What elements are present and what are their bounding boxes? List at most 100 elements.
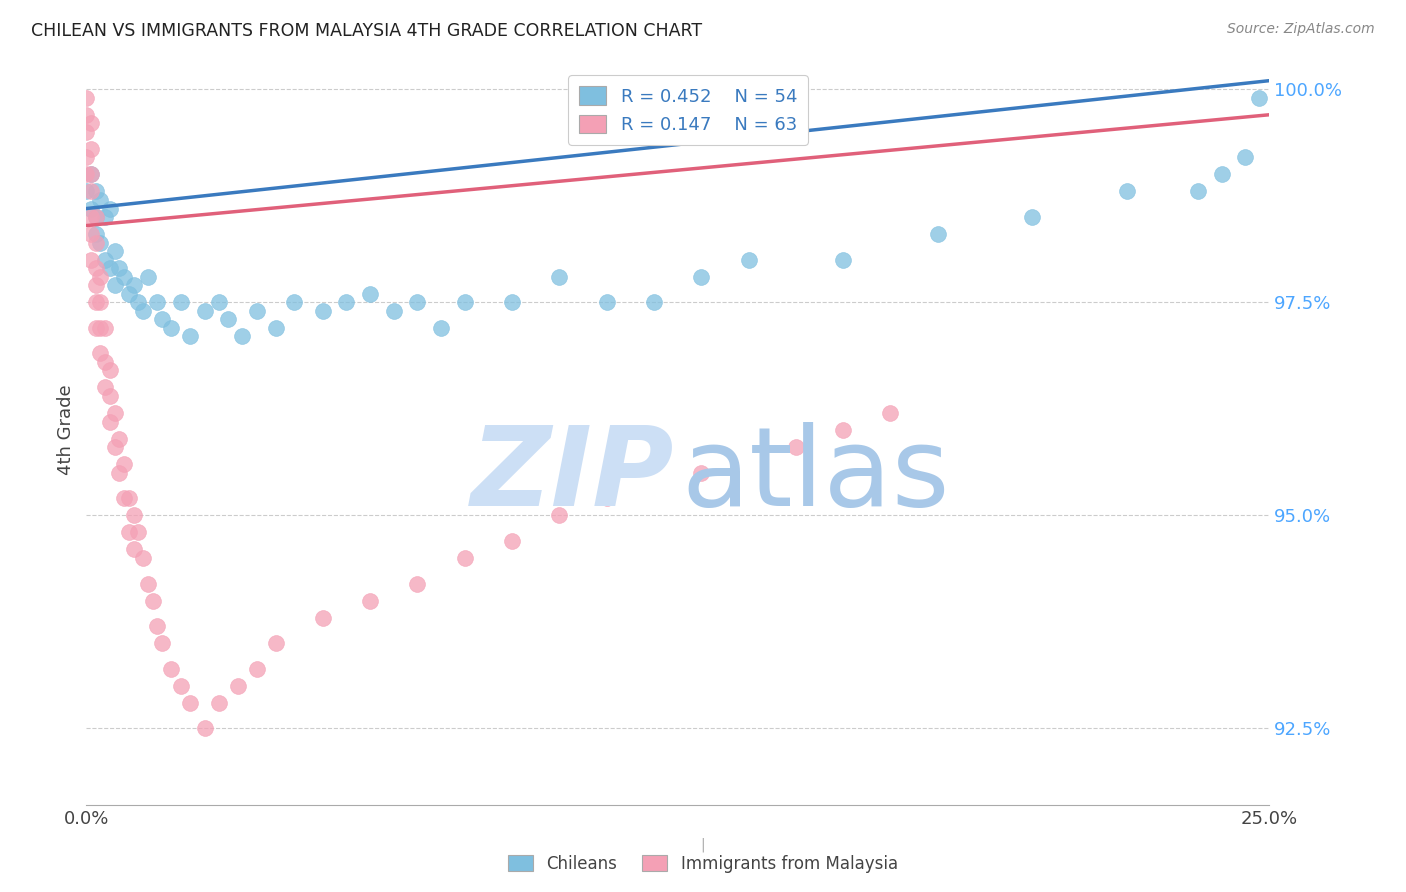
Point <box>454 550 477 565</box>
Point <box>80 252 103 267</box>
Point <box>98 202 121 216</box>
Point <box>382 303 405 318</box>
Point <box>1187 185 1209 199</box>
Point <box>80 185 103 199</box>
Point <box>89 295 111 310</box>
Point <box>118 286 141 301</box>
Point <box>283 295 305 310</box>
Point <box>264 321 287 335</box>
Text: ZIP: ZIP <box>471 422 673 529</box>
Point <box>146 295 169 310</box>
Y-axis label: 4th Grade: 4th Grade <box>58 384 75 475</box>
Point <box>84 261 107 276</box>
Point <box>132 550 155 565</box>
Point <box>98 363 121 377</box>
Point <box>84 210 107 224</box>
Point <box>122 542 145 557</box>
Point <box>406 576 429 591</box>
Point <box>737 252 759 267</box>
Point <box>1021 210 1043 224</box>
Point <box>146 619 169 633</box>
Point <box>127 295 149 310</box>
Point <box>170 679 193 693</box>
Point <box>643 295 665 310</box>
Point <box>430 321 453 335</box>
Point <box>312 610 335 624</box>
Point <box>104 406 127 420</box>
Point <box>84 210 107 224</box>
Point <box>927 227 949 241</box>
Point <box>160 321 183 335</box>
Point <box>832 252 855 267</box>
Legend: Chileans, Immigrants from Malaysia: Chileans, Immigrants from Malaysia <box>502 848 904 880</box>
Point <box>245 303 267 318</box>
Point <box>80 116 103 130</box>
Point <box>75 125 97 139</box>
Text: |: | <box>700 838 706 852</box>
Legend: R = 0.452    N = 54, R = 0.147    N = 63: R = 0.452 N = 54, R = 0.147 N = 63 <box>568 76 808 145</box>
Point <box>104 278 127 293</box>
Point <box>264 636 287 650</box>
Point <box>127 525 149 540</box>
Point <box>1234 150 1257 164</box>
Point <box>75 108 97 122</box>
Point <box>89 346 111 360</box>
Point <box>217 312 239 326</box>
Point <box>122 278 145 293</box>
Point <box>595 491 617 506</box>
Point <box>1116 185 1139 199</box>
Point <box>84 295 107 310</box>
Point <box>150 312 173 326</box>
Point <box>179 696 201 710</box>
Point <box>122 508 145 523</box>
Point <box>335 295 357 310</box>
Point <box>75 168 97 182</box>
Point <box>84 185 107 199</box>
Point <box>89 269 111 284</box>
Point <box>98 415 121 429</box>
Point <box>94 355 117 369</box>
Point <box>879 406 901 420</box>
Point <box>208 295 231 310</box>
Point <box>690 466 713 480</box>
Point <box>193 722 215 736</box>
Point <box>160 662 183 676</box>
Point <box>89 321 111 335</box>
Text: CHILEAN VS IMMIGRANTS FROM MALAYSIA 4TH GRADE CORRELATION CHART: CHILEAN VS IMMIGRANTS FROM MALAYSIA 4TH … <box>31 22 702 40</box>
Point <box>150 636 173 650</box>
Point <box>118 525 141 540</box>
Point <box>141 593 163 607</box>
Point <box>75 150 97 164</box>
Point <box>84 278 107 293</box>
Point <box>112 269 135 284</box>
Point <box>231 329 253 343</box>
Point <box>75 91 97 105</box>
Point <box>136 576 159 591</box>
Point <box>226 679 249 693</box>
Point <box>595 295 617 310</box>
Point <box>94 252 117 267</box>
Point <box>359 593 381 607</box>
Point <box>94 321 117 335</box>
Point <box>359 286 381 301</box>
Point <box>208 696 231 710</box>
Text: atlas: atlas <box>681 422 949 529</box>
Point <box>406 295 429 310</box>
Point <box>548 508 571 523</box>
Point <box>312 303 335 318</box>
Point <box>84 227 107 241</box>
Point <box>89 235 111 250</box>
Point <box>785 440 807 454</box>
Point <box>98 261 121 276</box>
Point <box>501 533 523 548</box>
Point <box>104 244 127 259</box>
Point <box>501 295 523 310</box>
Point <box>690 269 713 284</box>
Point <box>179 329 201 343</box>
Point <box>80 202 103 216</box>
Point <box>94 210 117 224</box>
Point <box>132 303 155 318</box>
Point <box>118 491 141 506</box>
Point <box>454 295 477 310</box>
Point <box>94 380 117 394</box>
